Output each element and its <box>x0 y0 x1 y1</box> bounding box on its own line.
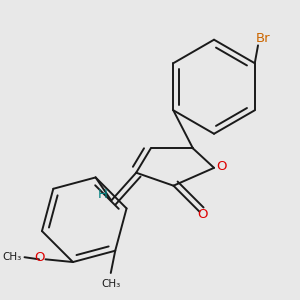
Text: O: O <box>34 251 45 264</box>
Text: CH₃: CH₃ <box>2 252 21 262</box>
Text: H: H <box>97 188 107 201</box>
Text: Br: Br <box>256 32 270 45</box>
Text: O: O <box>197 208 208 221</box>
Text: O: O <box>216 160 226 173</box>
Text: CH₃: CH₃ <box>101 279 120 289</box>
